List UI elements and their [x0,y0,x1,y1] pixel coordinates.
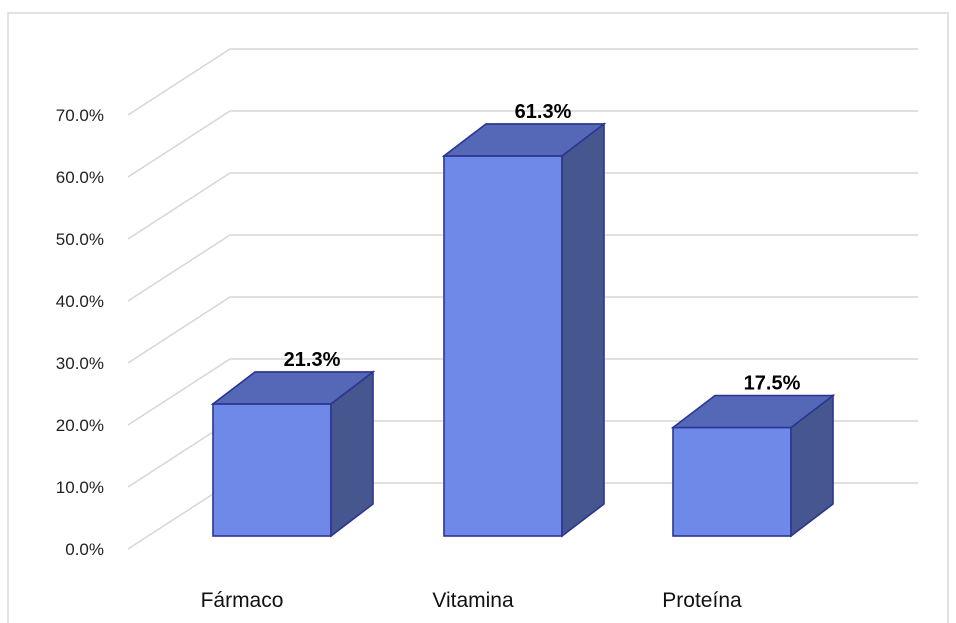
y-tick-label: 50.0% [56,230,104,249]
chart-border [7,12,949,623]
gridline [127,358,918,426]
gridline [127,110,918,178]
y-tick-label: 10.0% [56,478,104,497]
gridline [127,296,918,364]
category-label: Vitamina [432,589,514,612]
y-tick-label: 40.0% [56,292,104,311]
bar-side [561,122,605,538]
bars [210,122,836,538]
gridline [127,234,918,302]
bar-front [672,426,792,537]
bar-top [670,394,836,429]
bar-front [212,403,332,537]
y-axis-ticks: 0.0% 10.0% 20.0% 30.0% 40.0% 50.0% 60.0% 70.0% [56,106,104,559]
bar-front [443,155,563,537]
y-tick-label: 0.0% [65,540,104,559]
y-tick-label: 20.0% [56,416,104,435]
data-label: 61.3% [515,101,572,123]
y-tick-label: 60.0% [56,168,104,187]
bar-top [210,371,376,405]
bar-top [441,123,607,157]
data-label: 17.5% [744,373,801,395]
bar [441,122,607,538]
bar [210,370,376,538]
y-tick-label: 30.0% [56,354,104,373]
data-labels: 21.3% 61.3% 17.5% [284,101,801,395]
gridline [127,48,918,116]
gridline [127,172,918,240]
x-axis-categories: Fármaco Vitamina Proteína [201,589,742,612]
y-tick-label: 70.0% [56,106,104,125]
gridlines [127,48,918,550]
category-label: Proteína [662,589,742,612]
data-label: 21.3% [284,349,341,371]
bar [670,393,836,538]
category-label: Fármaco [201,589,284,612]
